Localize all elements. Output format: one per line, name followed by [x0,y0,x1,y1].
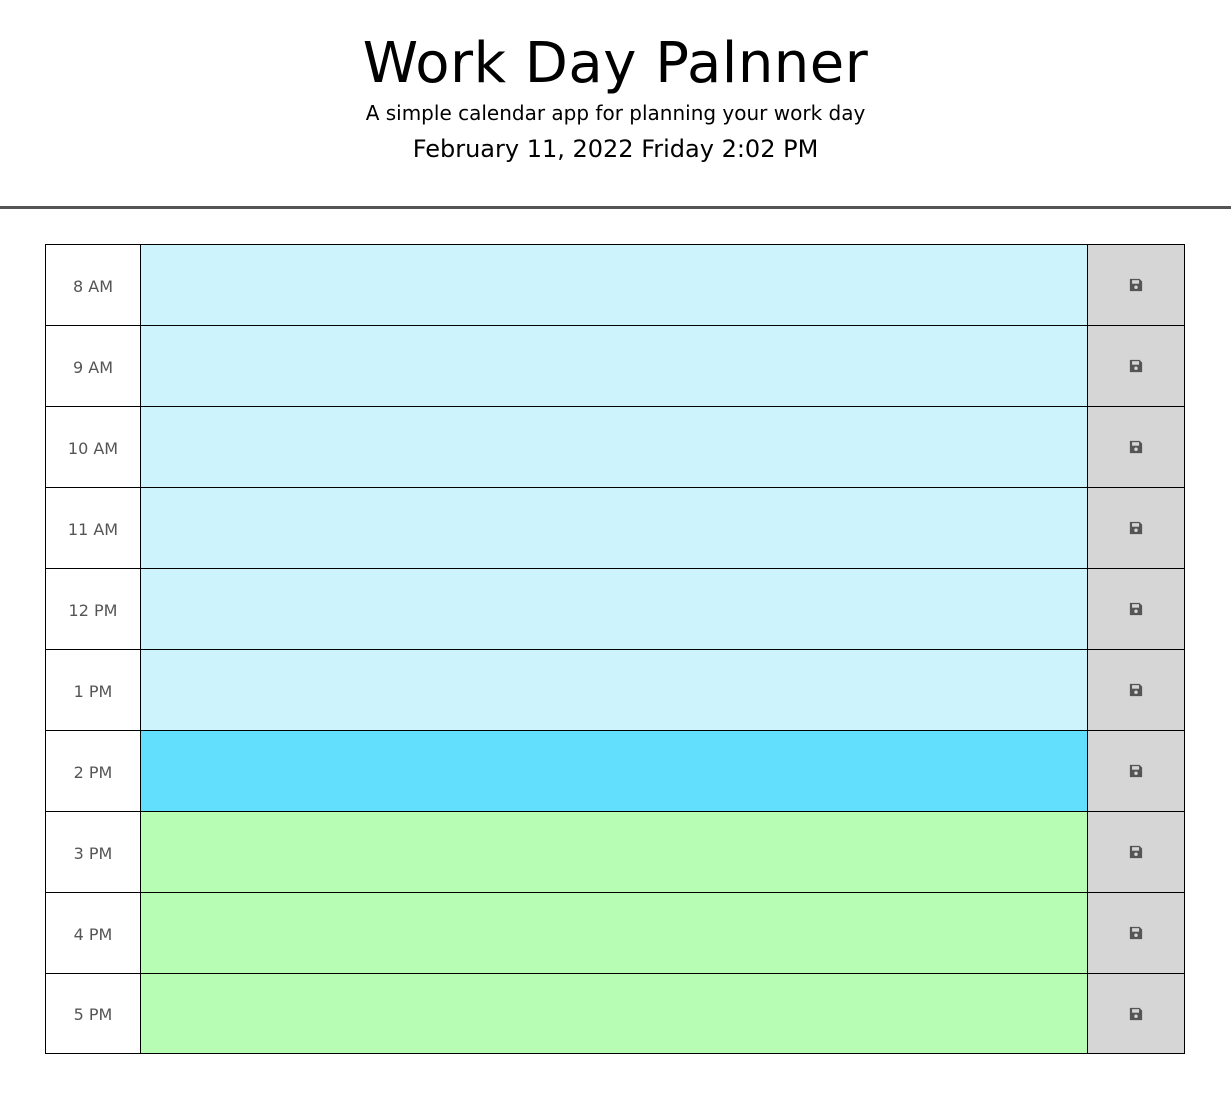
time-block-row: 1 PM [45,649,1185,730]
hour-label: 2 PM [45,730,140,811]
task-textarea[interactable] [140,892,1088,973]
time-block-row: 10 AM [45,406,1185,487]
time-block-row: 5 PM [45,973,1185,1054]
task-textarea[interactable] [140,730,1088,811]
page-header: Work Day Palnner A simple calendar app f… [0,0,1231,209]
save-button[interactable] [1088,406,1185,487]
save-button[interactable] [1088,892,1185,973]
hour-label: 11 AM [45,487,140,568]
task-textarea[interactable] [140,406,1088,487]
save-icon [1129,926,1143,940]
hour-label: 5 PM [45,973,140,1054]
save-button[interactable] [1088,487,1185,568]
save-icon [1129,440,1143,454]
task-textarea[interactable] [140,973,1088,1054]
task-textarea[interactable] [140,811,1088,892]
task-textarea[interactable] [140,568,1088,649]
page-subtitle: A simple calendar app for planning your … [365,101,866,125]
hour-label: 9 AM [45,325,140,406]
task-textarea[interactable] [140,649,1088,730]
task-textarea[interactable] [140,325,1088,406]
save-button[interactable] [1088,325,1185,406]
save-icon [1129,359,1143,373]
save-button[interactable] [1088,730,1185,811]
page-title: Work Day Palnner [362,31,869,96]
hour-label: 10 AM [45,406,140,487]
save-icon [1129,521,1143,535]
current-date: February 11, 2022 Friday 2:02 PM [412,135,819,163]
task-textarea[interactable] [140,244,1088,325]
save-icon [1129,764,1143,778]
hour-label: 1 PM [45,649,140,730]
save-icon [1129,1007,1143,1021]
save-icon [1129,602,1143,616]
hour-label: 12 PM [45,568,140,649]
save-icon [1129,278,1143,292]
save-icon [1129,845,1143,859]
time-block-row: 4 PM [45,892,1185,973]
save-button[interactable] [1088,811,1185,892]
save-button[interactable] [1088,973,1185,1054]
hour-label: 8 AM [45,244,140,325]
hour-label: 3 PM [45,811,140,892]
time-block-row: 11 AM [45,487,1185,568]
hour-label: 4 PM [45,892,140,973]
time-block-row: 3 PM [45,811,1185,892]
time-block-row: 2 PM [45,730,1185,811]
save-button[interactable] [1088,649,1185,730]
planner-grid: 8 AM 9 AM 10 AM 11 AM 12 PM 1 PM 2 PM 3 … [45,244,1185,1054]
time-block-row: 8 AM [45,244,1185,325]
save-button[interactable] [1088,244,1185,325]
save-button[interactable] [1088,568,1185,649]
save-icon [1129,683,1143,697]
task-textarea[interactable] [140,487,1088,568]
time-block-row: 9 AM [45,325,1185,406]
time-block-row: 12 PM [45,568,1185,649]
